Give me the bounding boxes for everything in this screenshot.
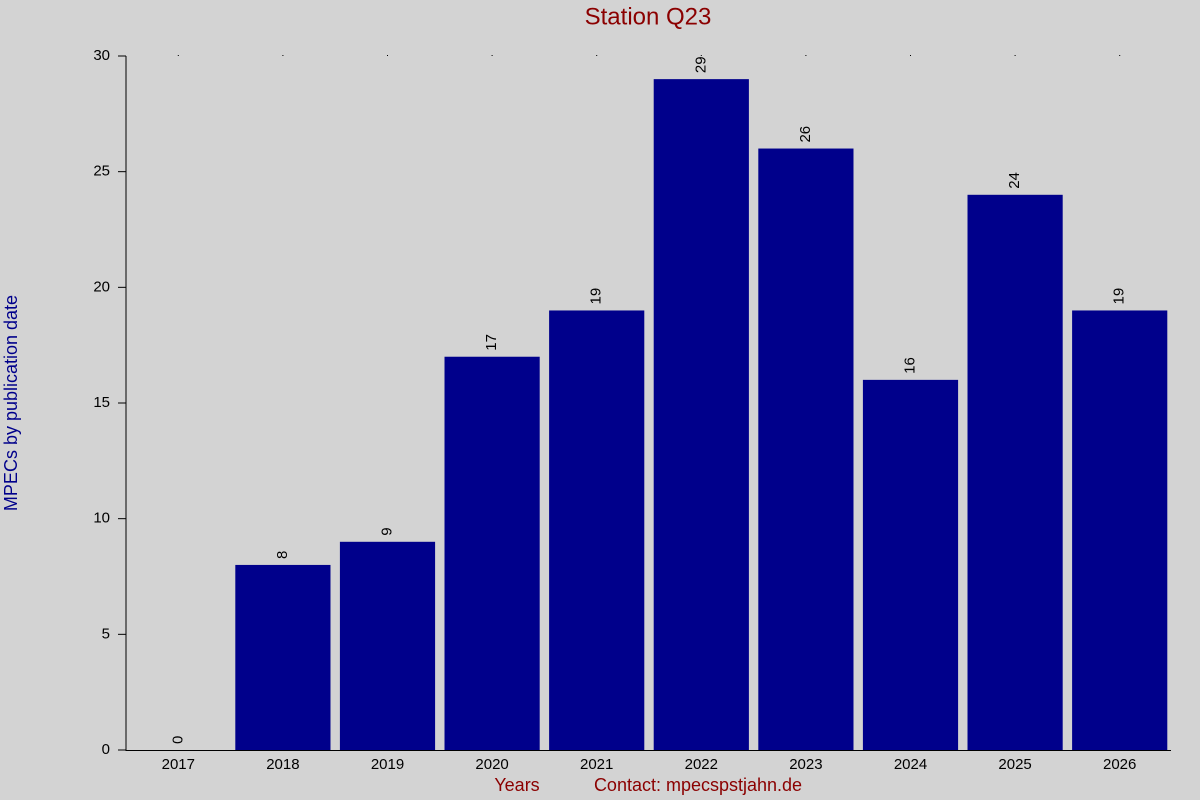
data-label: 17 (483, 334, 500, 351)
top-tick (1119, 55, 1121, 56)
y-tick-label: 0 (102, 741, 110, 758)
data-label: 9 (378, 527, 395, 535)
x-tick-label: 2024 (894, 756, 927, 773)
bar (444, 356, 540, 750)
top-tick (282, 55, 284, 56)
bar (653, 79, 749, 751)
x-axis-label: Years (494, 775, 539, 795)
bar (235, 564, 331, 750)
top-tick (700, 55, 702, 56)
y-tick-label: 30 (93, 47, 110, 64)
x-tick-label: 2026 (1103, 756, 1136, 773)
y-tick-label: 25 (93, 163, 110, 180)
top-tick (805, 55, 807, 56)
bar (549, 310, 645, 750)
data-label: 8 (274, 551, 291, 559)
top-tick (491, 55, 493, 56)
bar (758, 148, 854, 751)
y-axis-label: MPECs by publication date (1, 295, 21, 511)
data-label: 16 (901, 357, 918, 374)
data-label: 19 (1111, 288, 1128, 305)
bar (862, 379, 959, 750)
x-tick-label: 2025 (998, 756, 1031, 773)
top-tick (177, 55, 179, 56)
data-label: 0 (169, 736, 186, 744)
y-tick-label: 5 (102, 625, 110, 642)
data-label: 19 (588, 288, 605, 305)
x-tick-label: 2017 (162, 756, 195, 773)
bar (1072, 310, 1168, 750)
top-tick (1014, 55, 1016, 56)
y-tick-label: 20 (93, 278, 110, 295)
bar (967, 194, 1063, 751)
x-tick-label: 2021 (580, 756, 613, 773)
data-label: 24 (1006, 172, 1023, 189)
y-tick-label: 10 (93, 510, 110, 527)
x-tick-label: 2022 (685, 756, 718, 773)
chart-title: Station Q23 (585, 3, 712, 30)
y-tick-label: 15 (93, 394, 110, 411)
top-tick (596, 55, 598, 56)
data-label: 26 (797, 126, 814, 143)
top-tick (387, 55, 388, 56)
x-tick-label: 2019 (371, 756, 404, 773)
contact: Contact: mpecspstjahn.de (594, 775, 802, 795)
x-tick-label: 2023 (789, 756, 822, 773)
x-tick-label: 2020 (475, 756, 508, 773)
data-label: 29 (692, 56, 709, 73)
x-tick-label: 2018 (266, 756, 299, 773)
top-tick (910, 55, 911, 56)
bar (339, 541, 436, 750)
